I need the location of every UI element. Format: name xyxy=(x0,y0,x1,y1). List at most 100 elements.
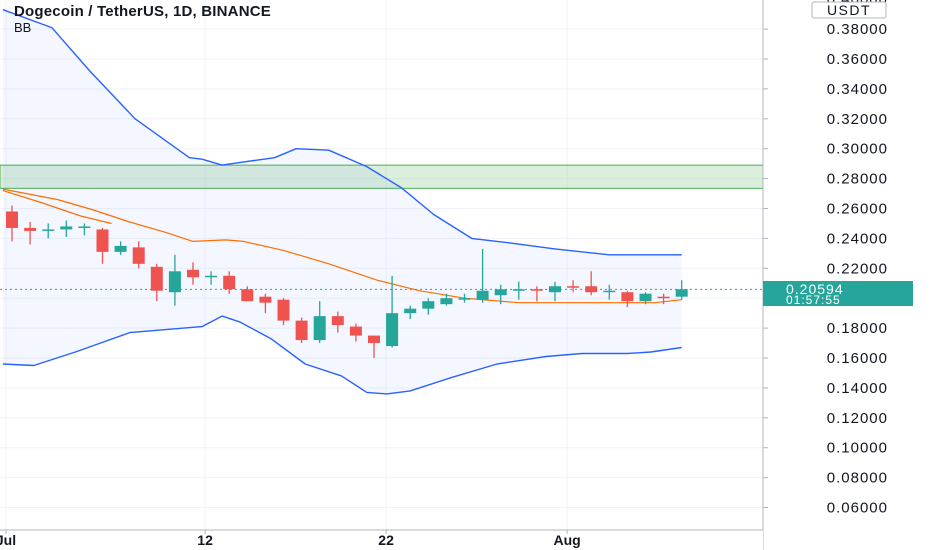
candle-body xyxy=(386,313,399,347)
candle[interactable] xyxy=(60,220,73,237)
candle[interactable] xyxy=(96,227,109,264)
candle-body xyxy=(458,298,471,300)
time-axis[interactable]: Jul 12 22 Aug xyxy=(0,529,763,550)
candle-body xyxy=(404,308,417,314)
candle-body xyxy=(259,296,272,303)
bb-lower-line xyxy=(2,315,682,395)
bollinger-bands xyxy=(2,9,682,395)
candle-body xyxy=(349,326,362,336)
candle[interactable] xyxy=(494,284,507,305)
price-tick-label: 0.34000 xyxy=(827,81,888,98)
candle[interactable] xyxy=(404,305,417,320)
candle-body xyxy=(512,289,525,291)
time-tick-label: 12 xyxy=(197,532,213,548)
price-tick-label: 0.18000 xyxy=(827,320,888,337)
time-tick-label: 22 xyxy=(378,532,394,548)
candle[interactable] xyxy=(313,301,326,344)
candle[interactable] xyxy=(675,280,688,300)
price-tick-label: 0.38000 xyxy=(827,21,888,38)
candle[interactable] xyxy=(476,248,489,303)
candle[interactable] xyxy=(150,263,163,302)
candle-body xyxy=(241,289,254,302)
candle[interactable] xyxy=(223,271,236,294)
candle-body xyxy=(295,320,308,341)
last-price-label-bg xyxy=(763,281,913,306)
candle-body xyxy=(657,296,670,299)
price-tick-label: 0.14000 xyxy=(827,380,888,397)
candle[interactable] xyxy=(639,292,652,305)
candle-body xyxy=(223,275,236,290)
candle-body xyxy=(168,271,181,293)
bb-fill xyxy=(2,9,682,394)
candle[interactable] xyxy=(422,298,435,315)
currency-label: USDT xyxy=(827,2,871,18)
price-axis[interactable]: 0.06000 0.08000 0.10000 0.12000 0.14000 0.160… xyxy=(762,0,932,550)
currency-badge[interactable]: USDT xyxy=(811,1,887,19)
price-tick-label: 0.24000 xyxy=(827,230,888,247)
candle[interactable] xyxy=(530,286,543,302)
candle[interactable] xyxy=(331,311,344,333)
price-tick-label: 0.12000 xyxy=(827,410,888,427)
last-price-value: 0.20594 xyxy=(786,281,844,297)
candle[interactable] xyxy=(349,323,362,342)
bb-basis-line xyxy=(2,188,682,304)
candle[interactable] xyxy=(621,290,634,308)
price-tick-label: 0.08000 xyxy=(827,470,888,487)
candle[interactable] xyxy=(24,221,37,245)
candle[interactable] xyxy=(277,298,290,326)
candle[interactable] xyxy=(440,293,453,306)
price-axis-bg xyxy=(763,0,932,550)
candle[interactable] xyxy=(114,241,127,255)
candle[interactable] xyxy=(458,293,471,303)
candle[interactable] xyxy=(42,223,55,239)
candle-body xyxy=(78,226,91,228)
price-tick-label: 0.22000 xyxy=(827,260,888,277)
bar-countdown: 01:57:55 xyxy=(786,293,841,307)
bb-upper-line xyxy=(2,9,682,256)
candle[interactable] xyxy=(386,275,399,348)
time-tick-label: Aug xyxy=(553,532,580,548)
candle[interactable] xyxy=(259,293,272,314)
candle-body xyxy=(440,298,453,305)
candle-body xyxy=(603,290,616,293)
symbol-title[interactable]: Dogecoin / TetherUS, 1D, BINANCE xyxy=(14,3,271,20)
candle[interactable] xyxy=(132,241,145,269)
candle-body xyxy=(205,275,218,278)
candle-body xyxy=(6,211,18,228)
time-axis-bg xyxy=(0,530,763,550)
candle-body xyxy=(60,226,73,230)
candle-body xyxy=(639,293,652,302)
price-tick-label: 0.30000 xyxy=(827,141,888,158)
price-tick-label: 0.26000 xyxy=(827,201,888,218)
candle-body xyxy=(42,229,55,231)
indicator-label[interactable]: BB xyxy=(14,20,32,35)
price-tick-label: 0.16000 xyxy=(827,350,888,367)
candle[interactable] xyxy=(78,223,91,236)
candle[interactable] xyxy=(657,293,670,305)
candle[interactable] xyxy=(241,286,254,302)
price-tick-label: 0.06000 xyxy=(827,500,888,517)
candle[interactable] xyxy=(567,280,580,293)
candles xyxy=(6,205,688,358)
candle-body xyxy=(313,316,326,341)
candle-body xyxy=(277,299,290,321)
grid xyxy=(0,0,763,530)
candle[interactable] xyxy=(6,205,18,242)
candle-body xyxy=(422,301,435,309)
price-tick-label: 0.10000 xyxy=(827,440,888,457)
price-tick-label: 0.36000 xyxy=(827,51,888,68)
candle-body xyxy=(476,290,489,300)
candle-body xyxy=(24,227,37,231)
time-tick-label: Jul xyxy=(0,532,16,548)
currency-badge-box xyxy=(811,1,887,19)
candle[interactable] xyxy=(603,284,616,300)
candle[interactable] xyxy=(512,281,525,300)
candle[interactable] xyxy=(168,254,181,306)
candle-body xyxy=(150,266,163,291)
candle[interactable] xyxy=(368,335,380,358)
candle[interactable] xyxy=(187,262,199,285)
candle-body xyxy=(494,289,507,296)
candle[interactable] xyxy=(205,271,218,285)
candle[interactable] xyxy=(295,317,308,344)
